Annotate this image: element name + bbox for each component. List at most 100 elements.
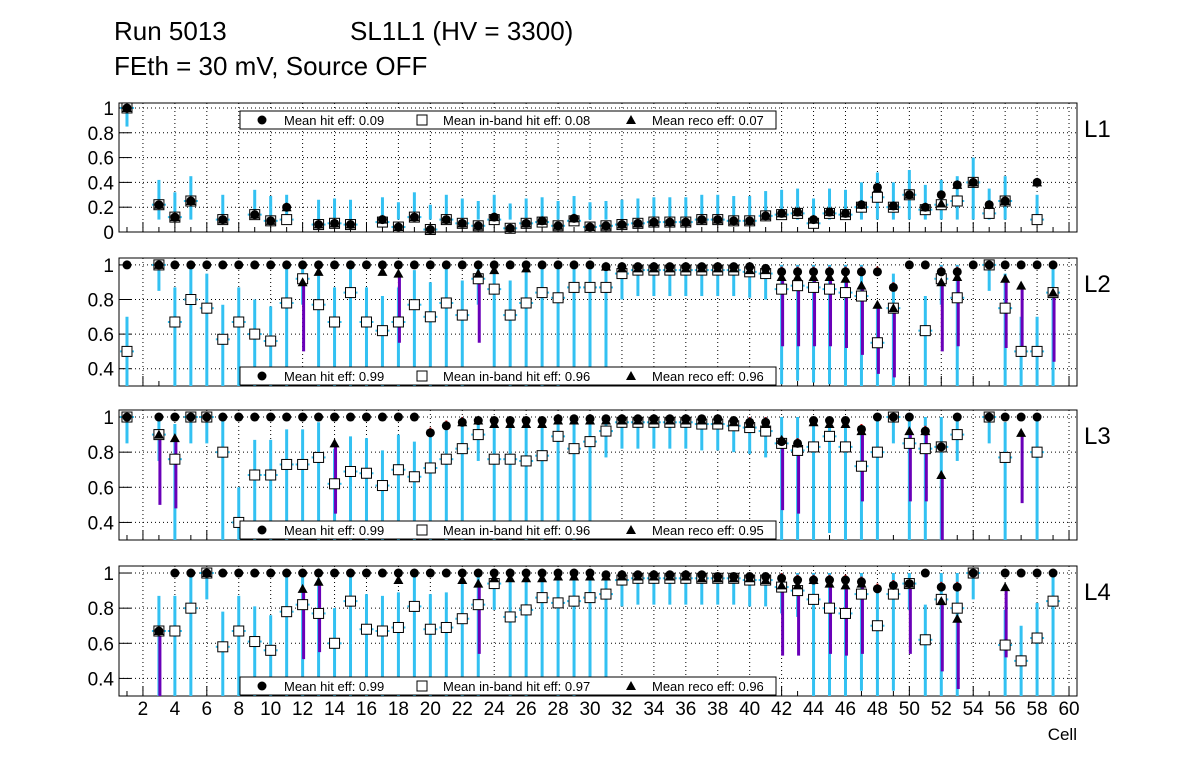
hit-marker xyxy=(633,414,643,424)
inband-marker xyxy=(185,602,197,614)
inband-marker xyxy=(808,593,820,605)
hit-marker xyxy=(266,260,276,270)
inband-marker xyxy=(408,471,420,483)
x-tick-label: 26 xyxy=(516,699,537,720)
y-tick-label: 1 xyxy=(103,408,114,429)
inband-marker xyxy=(552,430,564,442)
legend: Mean hit eff: 0.99 Mean in-band hit eff: … xyxy=(239,520,777,540)
reco-marker xyxy=(1000,273,1011,283)
x-tick-label: 56 xyxy=(995,699,1016,720)
x-tick-label: 14 xyxy=(324,699,346,720)
hit-marker xyxy=(377,412,387,422)
reco-marker xyxy=(393,575,404,585)
hit-marker xyxy=(393,222,403,232)
hit-marker xyxy=(665,262,675,272)
hit-marker xyxy=(537,568,547,578)
inband-marker xyxy=(217,641,229,653)
inband-marker xyxy=(249,328,261,340)
y-tick-label: 1 xyxy=(103,256,114,277)
hit-marker xyxy=(649,414,659,424)
inband-marker xyxy=(360,623,372,635)
hit-marker xyxy=(617,220,627,230)
hit-marker xyxy=(1000,260,1010,270)
hit-marker xyxy=(745,262,755,272)
inband-marker xyxy=(265,644,277,656)
hit-marker xyxy=(1000,412,1010,422)
hit-marker xyxy=(777,208,787,218)
inband-marker xyxy=(233,316,245,328)
legend-hit-label: Mean hit eff: 0.99 xyxy=(284,369,384,384)
reco-marker xyxy=(1048,287,1059,297)
x-tick-label: 2 xyxy=(138,699,149,720)
inband-marker xyxy=(360,316,372,328)
hit-marker xyxy=(393,412,403,422)
hit-marker xyxy=(968,177,978,187)
hit-marker xyxy=(282,260,292,270)
inband-marker xyxy=(376,480,388,492)
hit-marker xyxy=(920,426,930,436)
hit-marker xyxy=(122,260,132,270)
legend-reco-label: Mean reco eff: 0.96 xyxy=(652,679,764,694)
hit-marker xyxy=(761,263,771,273)
legend-inband-marker xyxy=(416,370,428,382)
x-tick-label: 34 xyxy=(643,699,665,720)
hit-marker xyxy=(649,217,659,227)
inband-marker xyxy=(297,599,309,611)
hit-marker xyxy=(936,190,946,200)
hit-marker xyxy=(186,568,196,578)
hit-marker xyxy=(282,568,292,578)
y-tick-label: 0.4 xyxy=(88,360,115,381)
hit-marker xyxy=(793,438,803,448)
inband-marker xyxy=(345,595,357,607)
hit-marker xyxy=(840,267,850,277)
hit-marker xyxy=(825,575,835,585)
x-tick-label: 16 xyxy=(356,699,377,720)
inband-marker xyxy=(855,588,867,600)
hit-marker xyxy=(697,262,707,272)
hit-marker xyxy=(473,260,483,270)
x-tick-label: 12 xyxy=(292,699,313,720)
x-tick-label: 42 xyxy=(771,699,792,720)
inband-marker xyxy=(584,436,596,448)
hit-marker xyxy=(266,412,276,422)
legend-inband-label: Mean in-band hit eff: 0.97 xyxy=(443,679,590,694)
inband-marker xyxy=(329,316,341,328)
inband-marker xyxy=(504,453,516,465)
hit-marker xyxy=(713,572,723,582)
legend-reco-marker xyxy=(626,115,636,124)
inband-marker xyxy=(472,429,484,441)
inband-marker xyxy=(903,437,915,449)
hit-marker xyxy=(745,216,755,226)
x-tick-label: 4 xyxy=(170,699,181,720)
hit-marker xyxy=(409,568,419,578)
reco-marker xyxy=(952,613,963,623)
hit-marker xyxy=(457,260,467,270)
hit-marker xyxy=(521,416,531,426)
hit-marker xyxy=(202,568,212,578)
inband-marker xyxy=(121,345,133,357)
inband-marker xyxy=(169,625,181,637)
hit-marker xyxy=(282,412,292,422)
inband-marker xyxy=(568,443,580,455)
hit-marker xyxy=(569,260,579,270)
inband-marker xyxy=(217,446,229,458)
hit-marker xyxy=(553,414,563,424)
inband-marker xyxy=(456,443,468,455)
hit-marker xyxy=(473,221,483,231)
inband-marker xyxy=(169,453,181,465)
hit-marker xyxy=(617,414,627,424)
inband-marker xyxy=(536,592,548,604)
inband-marker xyxy=(824,430,836,442)
hit-marker xyxy=(361,260,371,270)
inband-marker xyxy=(265,469,277,481)
hit-marker xyxy=(617,570,627,580)
reco-marker xyxy=(904,426,915,436)
hit-marker xyxy=(1032,412,1042,422)
hit-marker xyxy=(729,262,739,272)
hit-marker xyxy=(809,267,819,277)
y-tick-label: 0.8 xyxy=(88,443,114,464)
inband-marker xyxy=(919,634,931,646)
hit-marker xyxy=(234,412,244,422)
hit-marker xyxy=(314,260,324,270)
reco-marker xyxy=(521,573,532,583)
